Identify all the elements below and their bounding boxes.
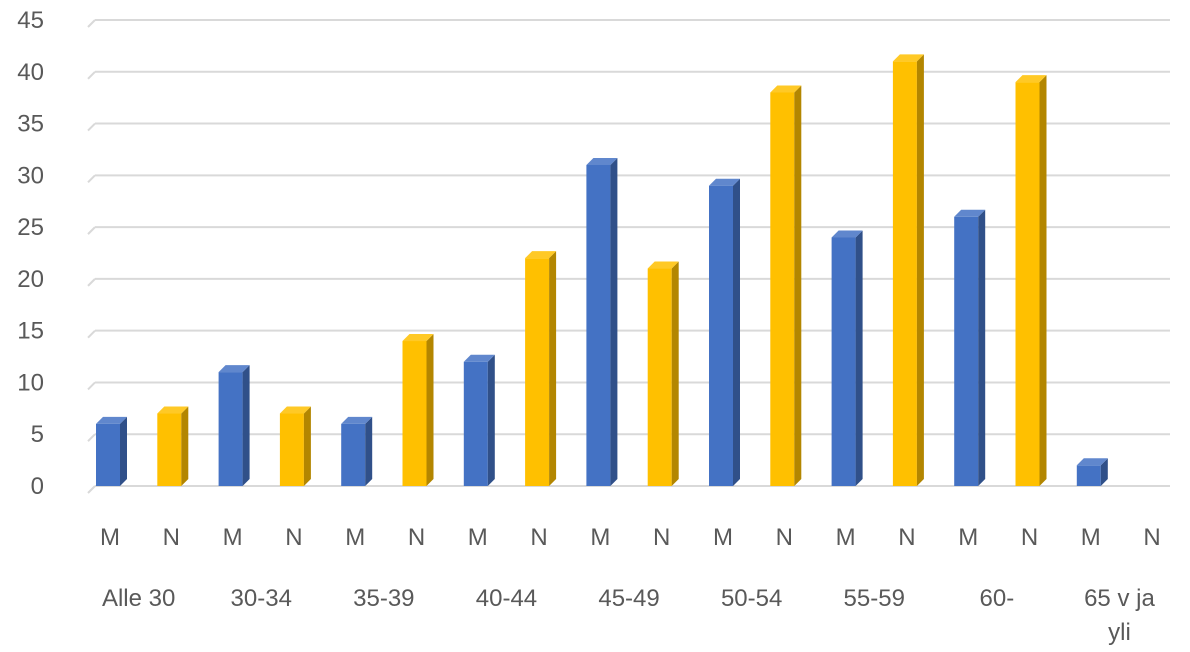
bar: [96, 416, 127, 486]
x-sub-label: M: [590, 524, 610, 551]
gridline-depth-15: [87, 329, 96, 339]
y-tick-label: 40: [17, 59, 44, 86]
bar: [218, 365, 250, 486]
x-sub-label: N: [285, 524, 302, 551]
x-sub-label: N: [898, 524, 915, 551]
y-tick-label: 10: [17, 369, 44, 396]
x-sub-label: N: [163, 524, 180, 551]
x-sub-label: M: [836, 524, 856, 551]
gridline-depth-0: [87, 485, 96, 494]
x-sub-label: M: [100, 524, 120, 551]
gridline-depth-10: [87, 381, 96, 391]
y-tick-label: 5: [31, 421, 44, 448]
x-sub-label: M: [468, 524, 488, 551]
y-axis-tick-labels: 0 5 10 15 20 25 30 35 40 45: [17, 7, 44, 500]
bar: [1015, 75, 1047, 486]
x-sub-label: N: [1143, 524, 1160, 551]
x-group-label: 50-54: [721, 585, 782, 612]
bar: [157, 406, 189, 486]
x-group-label: 40-44: [476, 585, 537, 612]
bar: [770, 85, 802, 486]
y-tick-label: 15: [17, 318, 44, 345]
bar: [892, 54, 924, 487]
y-tick-label: 25: [17, 214, 44, 241]
y-tick-label: 45: [17, 7, 44, 34]
x-sub-label: N: [776, 524, 793, 551]
gridline-depth-45: [87, 19, 96, 28]
x-sub-label: N: [1021, 524, 1038, 551]
x-sub-label: M: [345, 524, 365, 551]
y-tick-label: 30: [17, 162, 44, 189]
y-tick-label: 0: [31, 473, 44, 500]
x-axis-group-labels: Alle 30 30-34 35-39 40-44 45-49 50-54 55-59 60-…: [102, 585, 1155, 646]
x-sub-label: N: [653, 524, 670, 551]
gridline-depth-25: [87, 226, 96, 235]
bar: [831, 230, 863, 486]
x-group-label: 65 v ja yli: [1084, 585, 1155, 646]
bar: [1076, 458, 1108, 486]
x-group-label: 35-39: [353, 585, 414, 612]
x-sub-label: M: [713, 524, 733, 551]
x-group-label: 55-59: [844, 585, 905, 612]
bars: [96, 54, 1108, 487]
gridlines: [87, 19, 1170, 494]
x-group-label: 45-49: [598, 585, 659, 612]
gridline-depth-20: [87, 278, 96, 287]
x-group-label: Alle 30: [102, 585, 175, 612]
x-group-label: 30-34: [231, 585, 292, 612]
bar: [647, 261, 679, 486]
bar: [525, 251, 557, 486]
x-sub-label: N: [530, 524, 547, 551]
gridline-depth-5: [87, 433, 96, 442]
gridline-depth-30: [87, 174, 96, 184]
bar: [954, 209, 986, 486]
x-sub-label: M: [958, 524, 978, 551]
bar: [709, 178, 740, 486]
gridline-depth-35: [87, 122, 96, 132]
bar: [586, 157, 618, 486]
x-sub-label: M: [1081, 524, 1101, 551]
gridline-depth-40: [87, 71, 96, 80]
bar: [279, 406, 311, 486]
bar: [341, 416, 373, 486]
x-group-label: 60-: [980, 585, 1015, 612]
bar: [463, 354, 495, 486]
y-tick-label: 35: [17, 111, 44, 138]
x-sub-label: M: [223, 524, 243, 551]
y-tick-label: 20: [17, 266, 44, 293]
x-sub-label: N: [408, 524, 425, 551]
bar: [402, 334, 434, 486]
